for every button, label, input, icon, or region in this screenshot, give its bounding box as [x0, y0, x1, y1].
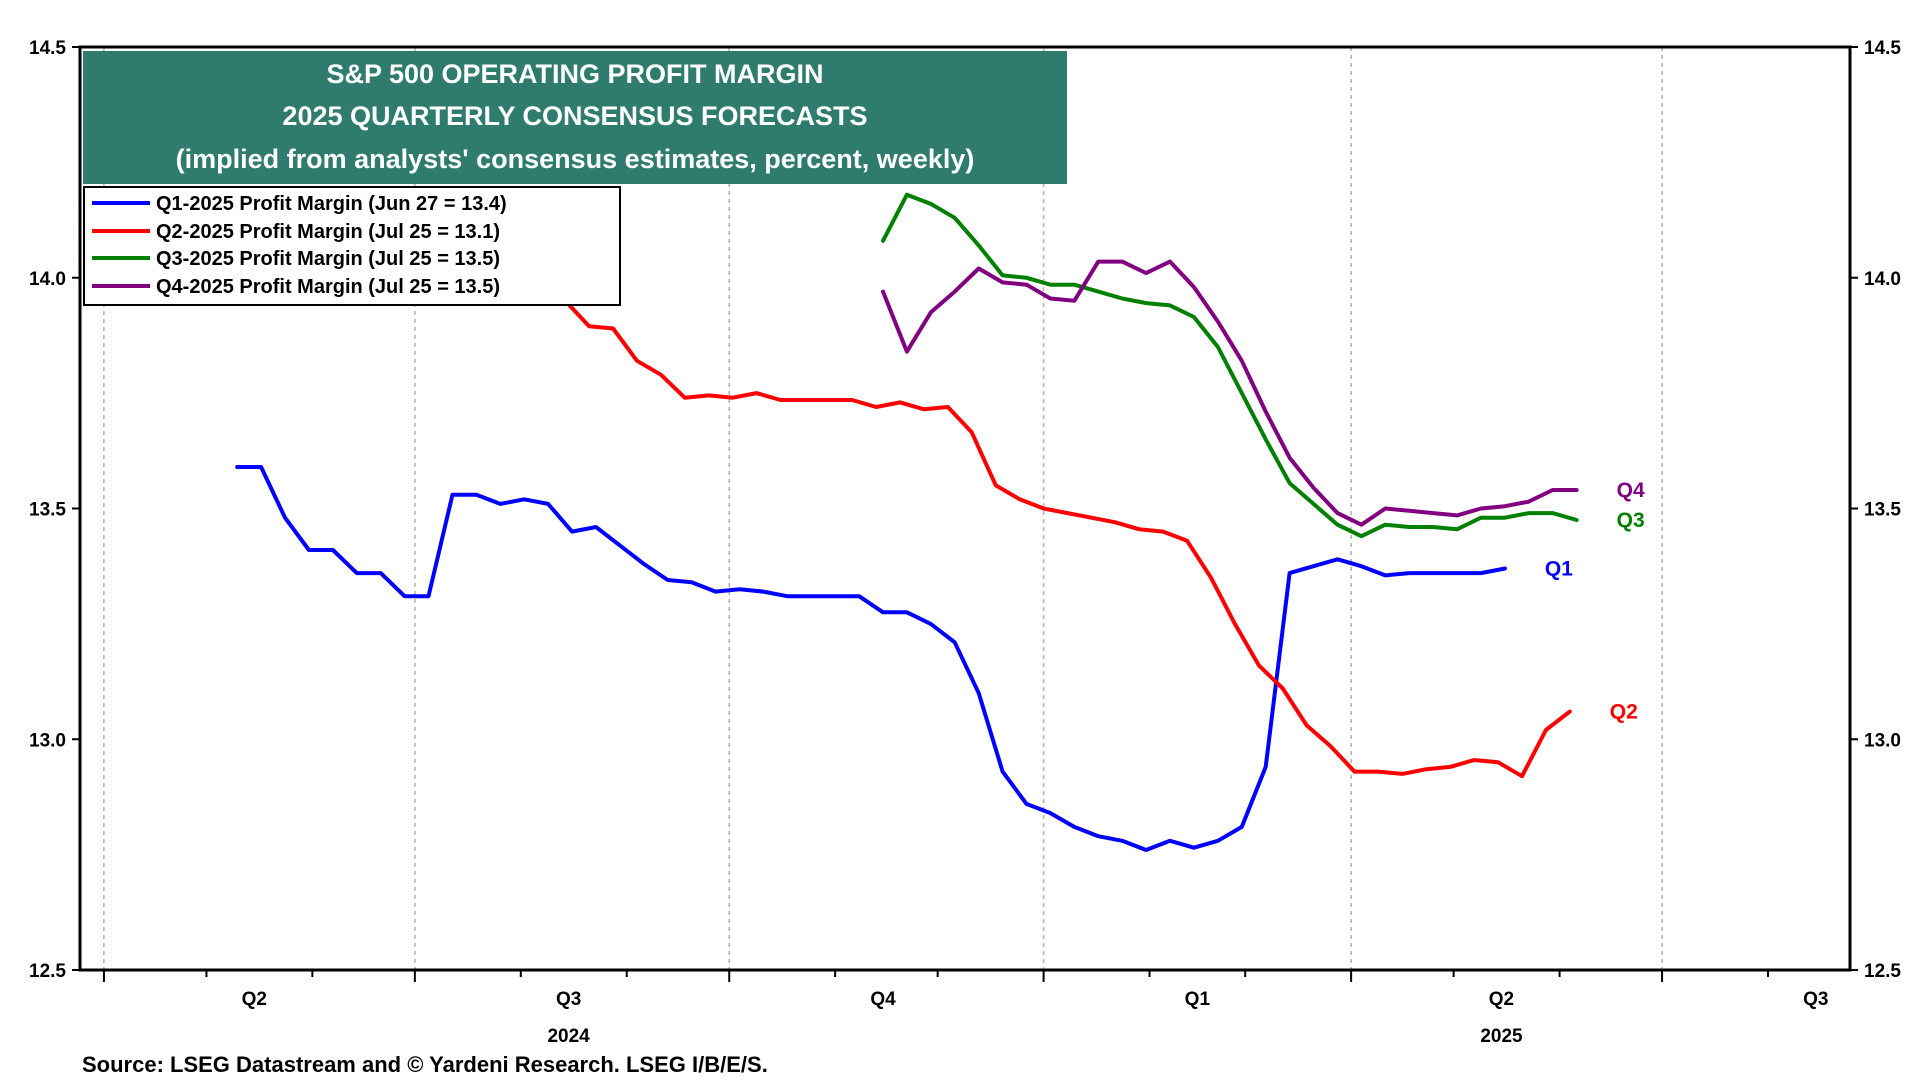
- series-line-q1: [235, 465, 1507, 852]
- x-quarter-label: Q3: [1803, 989, 1828, 1010]
- legend-entry-q3: Q3-2025 Profit Margin (Jul 25 = 13.5): [156, 248, 500, 270]
- y-tick-label-right: 13.5: [1864, 500, 1901, 521]
- x-quarter-label: Q2: [242, 989, 267, 1010]
- x-year-label: 2024: [547, 1026, 590, 1047]
- series-line-q3: [881, 192, 1579, 539]
- x-quarter-label: Q2: [1489, 989, 1514, 1010]
- legend-entry-q4: Q4-2025 Profit Margin (Jul 25 = 13.5): [156, 276, 500, 298]
- title-box: S&P 500 OPERATING PROFIT MARGIN 2025 QUA…: [83, 51, 1067, 184]
- chart-title-line-3: (implied from analysts' consensus estima…: [176, 144, 975, 174]
- plot-frame: [78, 45, 1852, 972]
- series-line-q2: [491, 248, 1572, 779]
- y-tick-label-right: 14.5: [1864, 38, 1901, 59]
- x-quarter-label: Q3: [556, 989, 581, 1010]
- x-quarter-label: Q4: [870, 989, 896, 1010]
- series-tag-q3: Q3: [1617, 509, 1645, 532]
- y-tick-label-left: 12.5: [29, 961, 66, 982]
- series-line-q4: [881, 259, 1579, 527]
- y-tick-label-right: 12.5: [1864, 961, 1901, 982]
- legend-entry-q1: Q1-2025 Profit Margin (Jun 27 = 13.4): [156, 193, 507, 215]
- y-tick-label-left: 14.0: [29, 269, 66, 290]
- source-note: Source: LSEG Datastream and © Yardeni Re…: [82, 1052, 768, 1077]
- series-tag-q2: Q2: [1610, 701, 1638, 724]
- series-lines: [235, 192, 1579, 852]
- y-tick-label-right: 14.0: [1864, 269, 1901, 290]
- vertical-gridlines: [103, 47, 1663, 970]
- chart-title-line-2: 2025 QUARTERLY CONSENSUS FORECASTS: [282, 101, 867, 131]
- chart-title-line-1: S&P 500 OPERATING PROFIT MARGIN: [326, 59, 823, 89]
- x-quarter-label: Q1: [1185, 989, 1211, 1010]
- legend-entry-q2: Q2-2025 Profit Margin (Jul 25 = 13.1): [156, 221, 500, 243]
- series-tag-q4: Q4: [1617, 479, 1645, 502]
- y-tick-label-left: 14.5: [29, 38, 66, 59]
- series-tag-q1: Q1: [1545, 557, 1573, 580]
- series-end-tags: Q1 Q2 Q3 Q4: [1545, 479, 1645, 724]
- y-tick-label-right: 13.0: [1864, 730, 1901, 751]
- y-axes: 12.5 12.5 13.0 13.0 13.5 13.5 14.0 14.0 14.5 14.5: [29, 38, 1901, 982]
- x-axis: Q2 Q3 Q4 Q1 Q2 Q3 2024 2025: [102, 970, 1829, 1047]
- y-tick-label-left: 13.0: [29, 730, 66, 751]
- y-tick-label-left: 13.5: [29, 500, 66, 521]
- x-year-label: 2025: [1480, 1026, 1523, 1047]
- legend: Q1-2025 Profit Margin (Jun 27 = 13.4) Q2…: [83, 186, 621, 306]
